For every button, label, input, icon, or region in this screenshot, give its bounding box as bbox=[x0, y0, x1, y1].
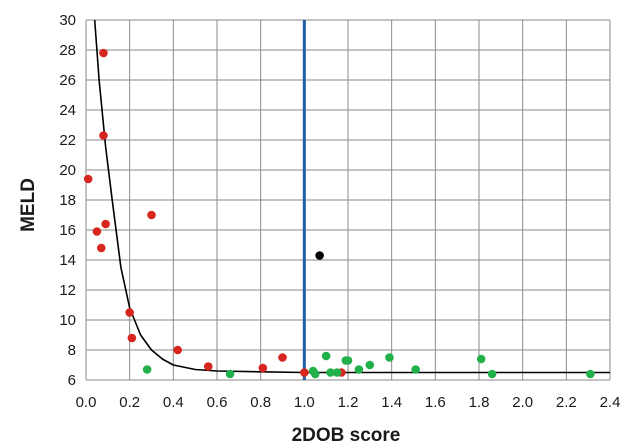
y-tick-label: 30 bbox=[59, 12, 76, 29]
x-tick-label: 1.8 bbox=[469, 394, 490, 411]
y-tick-label: 8 bbox=[68, 342, 76, 359]
x-tick-label: 1.4 bbox=[381, 394, 402, 411]
y-tick-label: 18 bbox=[59, 192, 76, 209]
x-tick-label: 1.6 bbox=[425, 394, 446, 411]
y-axis-title: MELD bbox=[18, 178, 39, 232]
y-tick-label: 26 bbox=[59, 72, 76, 89]
data-point bbox=[343, 356, 353, 365]
data-point bbox=[83, 174, 93, 184]
y-tick-label: 12 bbox=[59, 282, 76, 299]
data-point bbox=[225, 369, 235, 379]
x-tick-label: 2.0 bbox=[512, 394, 533, 411]
x-axis-title: 2DOB score bbox=[292, 425, 401, 446]
y-tick-label: 22 bbox=[59, 132, 76, 149]
data-point bbox=[99, 48, 108, 58]
x-tick-label: 0.8 bbox=[250, 394, 271, 411]
x-tick-label: 0.2 bbox=[119, 394, 140, 411]
y-tick-label: 6 bbox=[68, 372, 76, 389]
x-tick-label: 1.0 bbox=[294, 394, 315, 411]
y-tick-label: 16 bbox=[59, 222, 76, 239]
data-point bbox=[476, 354, 486, 364]
y-tick-label: 10 bbox=[59, 312, 76, 329]
y-tick-label: 14 bbox=[59, 252, 76, 269]
data-point bbox=[101, 219, 110, 229]
data-point bbox=[354, 365, 364, 374]
data-point bbox=[203, 362, 213, 371]
x-tick-label: 0.6 bbox=[207, 394, 228, 411]
data-point bbox=[487, 369, 497, 379]
y-tick-label: 20 bbox=[59, 162, 76, 179]
data-point bbox=[147, 210, 156, 220]
data-point bbox=[321, 351, 331, 361]
data-point bbox=[332, 368, 342, 377]
data-point bbox=[300, 368, 309, 377]
fit-curve-line bbox=[93, 19, 610, 374]
x-tick-label: 0.4 bbox=[163, 394, 184, 411]
x-tick-label: 0.0 bbox=[76, 394, 97, 411]
y-tick-labels: 6 8 10 12 14 16 18 20 22 24 26 28 30 bbox=[59, 12, 76, 389]
data-point bbox=[365, 360, 375, 370]
data-point bbox=[125, 308, 134, 317]
data-point bbox=[326, 368, 335, 377]
data-point bbox=[127, 333, 137, 343]
data-point bbox=[99, 131, 108, 140]
data-point bbox=[278, 353, 287, 362]
data-point bbox=[411, 365, 420, 374]
x-tick-label: 2.4 bbox=[600, 394, 621, 411]
data-point bbox=[142, 365, 152, 374]
y-tick-label: 28 bbox=[59, 42, 76, 59]
fit-curve bbox=[93, 19, 610, 374]
data-point bbox=[310, 369, 320, 379]
data-point bbox=[96, 243, 106, 253]
data-point bbox=[258, 363, 268, 373]
grid-lines bbox=[85, 19, 611, 381]
data-point bbox=[385, 353, 394, 362]
data-point bbox=[92, 227, 102, 236]
data-point bbox=[315, 251, 324, 260]
data-points bbox=[83, 48, 595, 379]
x-tick-labels: 0.0 0.2 0.4 0.6 0.8 1.0 1.2 1.4 1.6 1.8 2.0 2.2 2.4 bbox=[76, 394, 621, 411]
data-point bbox=[173, 345, 182, 355]
data-point bbox=[586, 369, 595, 379]
x-tick-label: 2.2 bbox=[556, 394, 577, 411]
y-tick-label: 24 bbox=[59, 102, 76, 119]
x-tick-label: 1.2 bbox=[338, 394, 359, 411]
